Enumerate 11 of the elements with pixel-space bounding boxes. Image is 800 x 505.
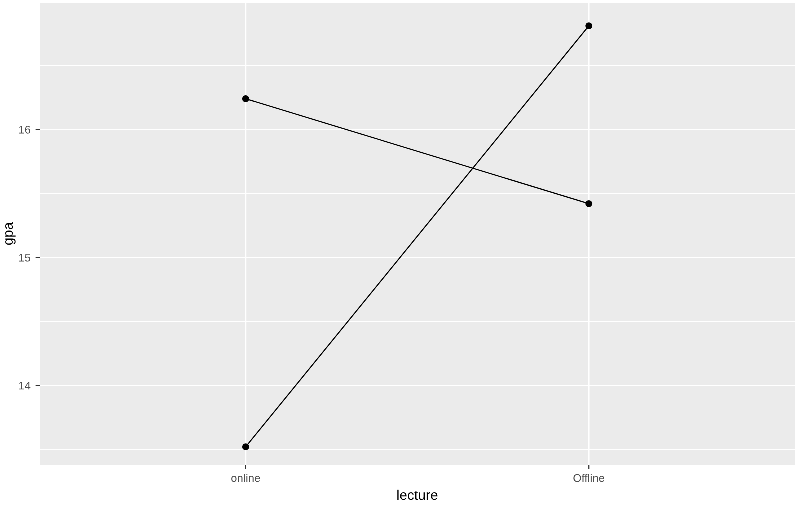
point [242, 444, 250, 451]
x-tick-label: Offline [574, 474, 605, 482]
y-tick-label: 14 [19, 382, 31, 390]
point [586, 200, 593, 208]
x-axis-title: lecture [398, 490, 438, 500]
y-tick-label: 15 [19, 254, 31, 262]
y-axis-title: gpa [5, 222, 16, 245]
point [586, 22, 593, 30]
x-tick-label: online [232, 474, 260, 482]
point [242, 96, 250, 102]
y-tick-label: 16 [19, 126, 30, 134]
